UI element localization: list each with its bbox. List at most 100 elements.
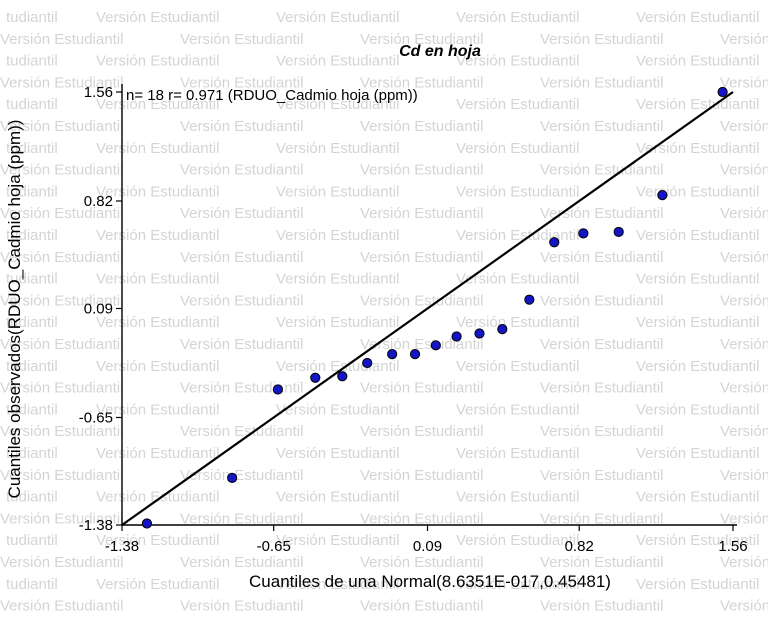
watermark-text: Versión Estudiantil xyxy=(180,205,303,222)
watermark-text: Versión Estudiantil xyxy=(456,489,579,506)
watermark-fragment: tudiantil xyxy=(6,140,58,157)
watermark-fragment: tudiantil xyxy=(6,183,58,200)
watermark-text: Versión Estudiantil xyxy=(540,205,663,222)
data-point xyxy=(578,228,589,239)
watermark-text: Versión Estudiantil xyxy=(720,31,768,48)
watermark-text: Versión Estudiantil xyxy=(276,314,399,331)
watermark-text: Versión Estudiantil xyxy=(540,31,663,48)
watermark-fragment: tudiantil xyxy=(6,271,58,288)
y-axis-title: Cuantiles observados(RDUO_Cadmio hoja (p… xyxy=(5,120,24,499)
watermark-fragment: tudiantil xyxy=(6,401,58,418)
watermark-text: Versión Estudiantil xyxy=(636,271,759,288)
watermark-text: Versión Estudiantil xyxy=(276,53,399,70)
data-point xyxy=(474,328,485,339)
watermark-text: Versión Estudiantil xyxy=(636,489,759,506)
y-tick-label: -1.38 xyxy=(79,517,113,534)
watermark-text: Versión Estudiantil xyxy=(276,445,399,462)
watermark-text: Versión Estudiantil xyxy=(720,467,768,484)
watermark-fragment: tudiantil xyxy=(6,227,58,244)
data-point xyxy=(430,340,441,351)
watermark-text: Versión Estudiantil xyxy=(720,162,768,179)
watermark-text: Versión Estudiantil xyxy=(540,336,663,353)
watermark-text: Versión Estudiantil xyxy=(720,336,768,353)
watermark-text: Versión Estudiantil xyxy=(456,445,579,462)
watermark-text: Versión Estudiantil xyxy=(276,489,399,506)
watermark-text: Versión Estudiantil xyxy=(540,510,663,527)
watermark-fragment: tudiantil xyxy=(6,96,58,113)
watermark-text: Versión Estudiantil xyxy=(180,598,303,615)
watermark-text: Versión Estudiantil xyxy=(180,249,303,266)
watermark-text: Versión Estudiantil xyxy=(360,598,483,615)
watermark-text: Versión Estudiantil xyxy=(456,183,579,200)
watermark-text: Versión Estudiantil xyxy=(636,358,759,375)
watermark-text: Versión Estudiantil xyxy=(96,358,219,375)
watermark-text: Versión Estudiantil xyxy=(456,53,579,70)
x-axis-title: Cuantiles de una Normal(8.6351E-017,0.45… xyxy=(249,572,611,591)
x-tick-label: -1.38 xyxy=(105,538,139,555)
watermark-text: Versión Estudiantil xyxy=(636,401,759,418)
watermark-text: Versión Estudiantil xyxy=(0,118,123,135)
watermark-text: Versión Estudiantil xyxy=(0,467,123,484)
chart-title: Cd en hoja xyxy=(399,43,481,60)
watermark-text: Versión Estudiantil xyxy=(0,423,123,440)
watermark-text: Versión Estudiantil xyxy=(540,162,663,179)
data-point xyxy=(549,237,560,248)
watermark-text: Versión Estudiantil xyxy=(96,9,219,26)
watermark-text: Versión Estudiantil xyxy=(456,9,579,26)
data-point xyxy=(409,349,421,360)
x-tick-label: 1.56 xyxy=(718,538,747,555)
watermark-text: Versión Estudiantil xyxy=(636,576,759,593)
data-point xyxy=(613,226,624,238)
watermark-text: Versión Estudiantil xyxy=(0,380,123,397)
y-tick-label: 0.82 xyxy=(84,193,113,210)
watermark-fragment: tudiantil xyxy=(6,53,58,70)
watermark-text: Versión Estudiantil xyxy=(720,554,768,571)
watermark-text: Versión Estudiantil xyxy=(360,292,483,309)
watermark-text: Versión Estudiantil xyxy=(360,467,483,484)
watermark-text: Versión Estudiantil xyxy=(180,31,303,48)
watermark-text: Versión Estudiantil xyxy=(180,380,303,397)
watermark-text: Versión Estudiantil xyxy=(636,96,759,113)
watermark-text: Versión Estudiantil xyxy=(96,227,219,244)
watermark-text: Versión Estudiantil xyxy=(720,380,768,397)
watermark-text: Versión Estudiantil xyxy=(456,532,579,549)
watermark-text: Versión Estudiantil xyxy=(636,445,759,462)
watermark-text: Versión Estudiantil xyxy=(276,271,399,288)
watermark-text: Versión Estudiantil xyxy=(0,74,123,91)
watermark-text: Versión Estudiantil xyxy=(96,53,219,70)
watermark-fragment: tudiantil xyxy=(6,576,58,593)
watermark-text: Versión Estudiantil xyxy=(540,554,663,571)
watermark-text: Versión Estudiantil xyxy=(636,9,759,26)
data-point xyxy=(272,384,283,395)
watermark-text: Versión Estudiantil xyxy=(276,183,399,200)
watermark-text: Versión Estudiantil xyxy=(720,205,768,222)
watermark-text: Versión Estudiantil xyxy=(96,532,219,549)
ticks-layer: -1.38 -0.65 0.09 0.82 1.56 -1.38 -0.65 0.09 0.82… xyxy=(79,84,748,555)
data-point xyxy=(451,331,462,342)
watermark-text: Versión Estudiantil xyxy=(720,292,768,309)
watermark-text: Versión Estudiantil xyxy=(720,118,768,135)
watermark-text: Versión Estudiantil xyxy=(540,74,663,91)
x-tick-label: 0.82 xyxy=(565,538,594,555)
watermark-text: Versión Estudiantil xyxy=(0,162,123,179)
data-point xyxy=(497,324,508,335)
watermark-text: Versión Estudiantil xyxy=(360,249,483,266)
watermark-text: Versión Estudiantil xyxy=(720,423,768,440)
watermark-text: Versión Estudiantil xyxy=(96,271,219,288)
watermark-text: Versión Estudiantil xyxy=(456,227,579,244)
watermark-text: Versión Estudiantil xyxy=(96,314,219,331)
watermark-text: Versión Estudiantil xyxy=(540,249,663,266)
watermark-text: Versión Estudiantil xyxy=(720,510,768,527)
watermark-text: Versión Estudiantil xyxy=(636,532,759,549)
watermark-text: Versión Estudiantil xyxy=(0,554,123,571)
x-tick-label: -0.65 xyxy=(257,538,291,555)
watermark-text: Versión Estudiantil xyxy=(276,96,399,113)
watermark-layer: tudiantil Versión Estudiantil Versión Estu… xyxy=(0,9,768,615)
x-tick-label: 0.09 xyxy=(413,538,442,555)
data-point xyxy=(310,372,321,383)
watermark-text: Versión Estudiantil xyxy=(0,292,123,309)
watermark-text: Versión Estudiantil xyxy=(180,423,303,440)
watermark-text: Versión Estudiantil xyxy=(276,576,399,593)
watermark-text: Versión Estudiantil xyxy=(360,380,483,397)
